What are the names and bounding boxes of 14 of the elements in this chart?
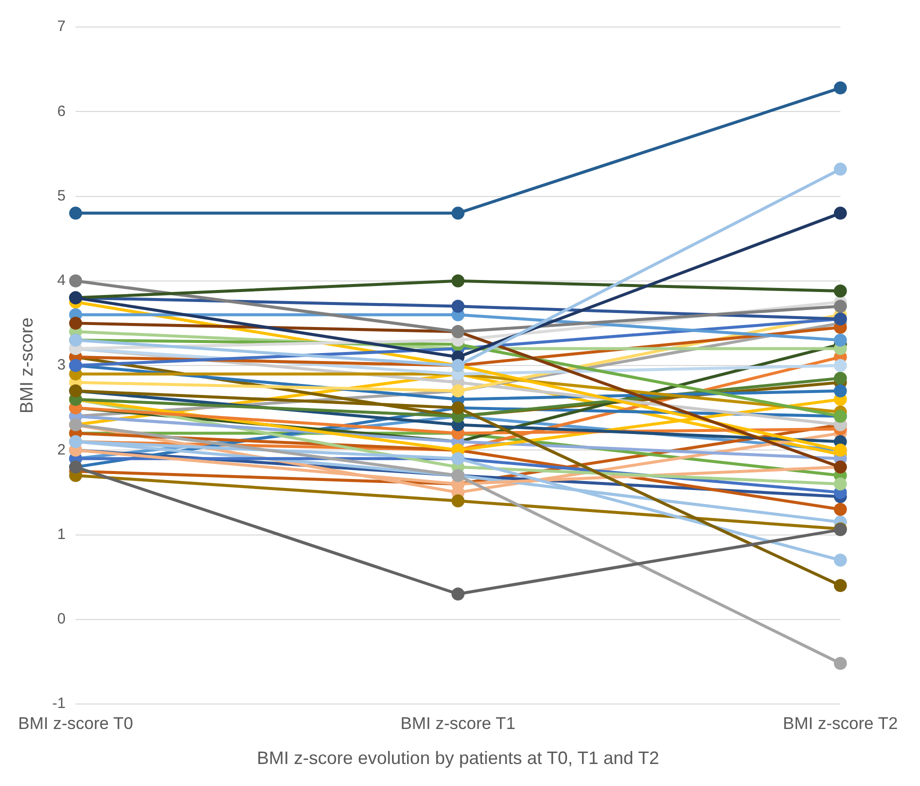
y-tick-label: 7	[57, 18, 66, 36]
y-tick-label: 6	[57, 102, 66, 120]
x-axis-title: BMI z-score evolution by patients at T0, T1 and T2	[256, 748, 660, 768]
y-tick-label: 3	[57, 356, 66, 374]
y-tick-label: -1	[52, 695, 66, 712]
y-tick-label: 4	[57, 272, 66, 290]
y-tick-label: 5	[57, 187, 66, 204]
y-axis-title: BMI z-score	[16, 317, 36, 414]
y-tick-label: 1	[57, 526, 66, 543]
y-tick-label: 2	[57, 441, 66, 458]
x-tick-label: BMI z-score T1	[400, 714, 516, 733]
y-tick-label: 0	[57, 610, 66, 628]
x-tick-label: BMI z-score T0	[18, 714, 134, 733]
x-tick-label: BMI z-score T2	[782, 714, 898, 733]
